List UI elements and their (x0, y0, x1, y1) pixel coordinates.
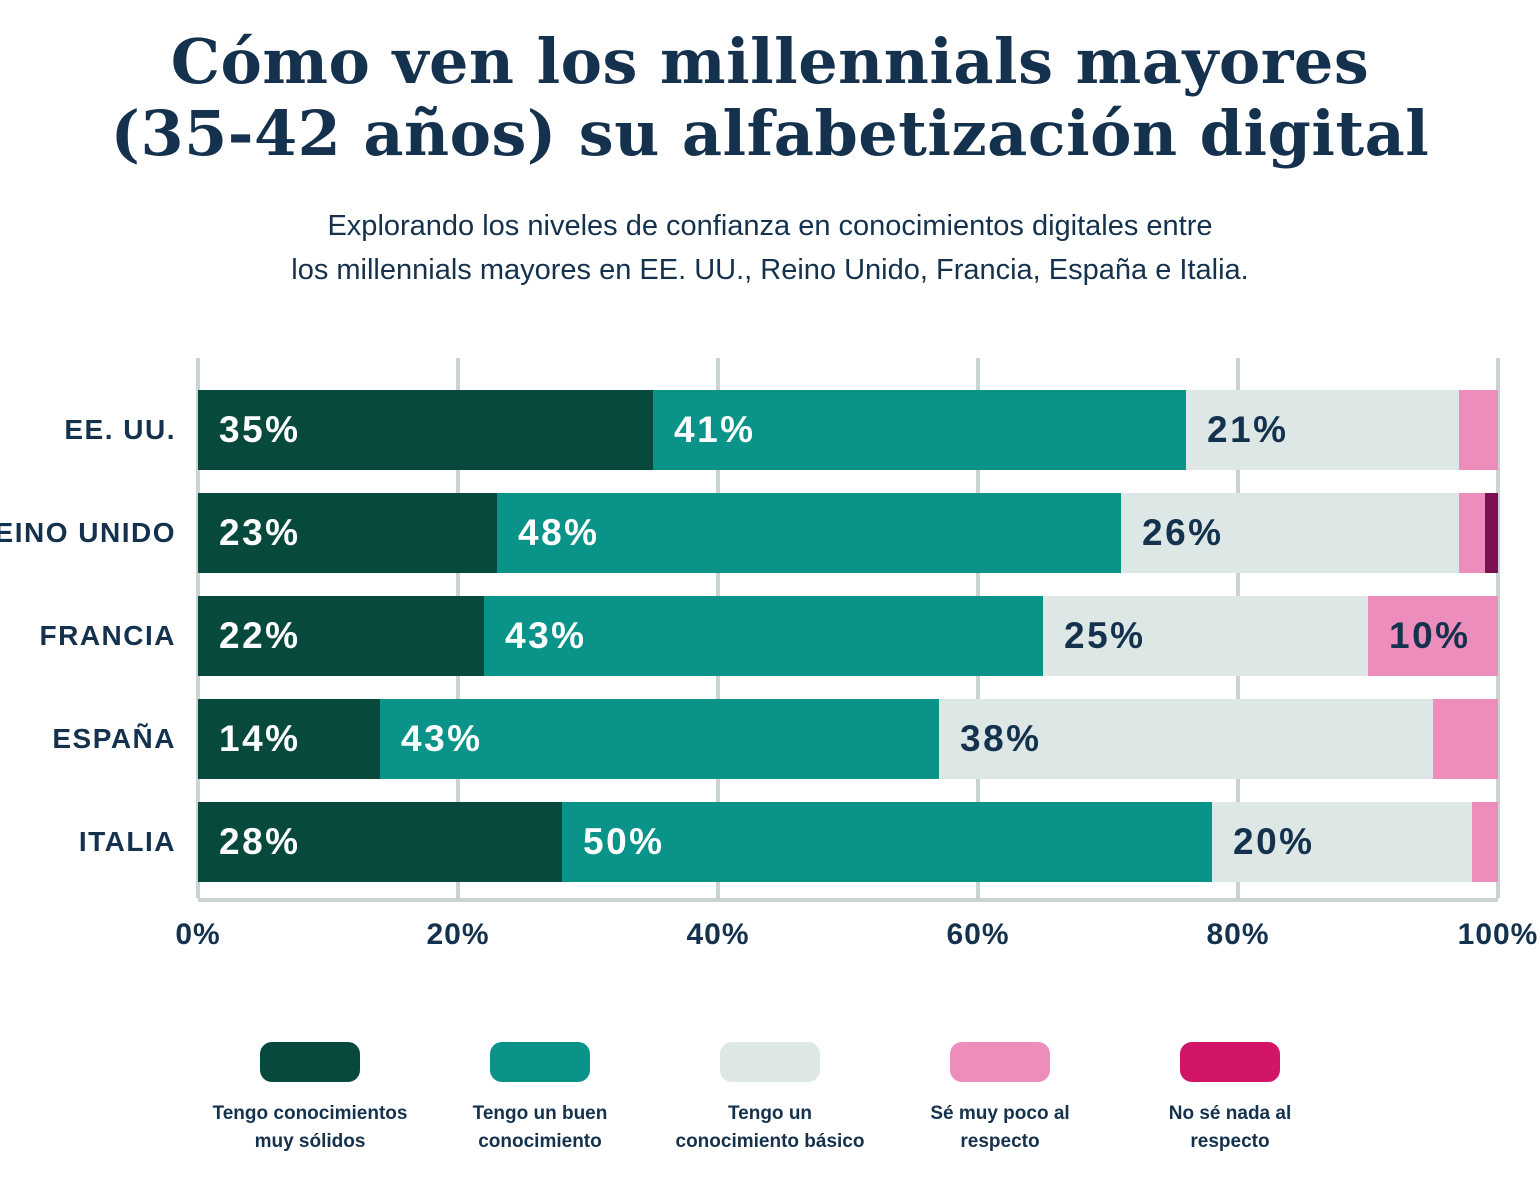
segment-value-label: 43% (401, 717, 483, 759)
segment-value-label: 43% (505, 614, 587, 656)
legend-label: Sé muy poco al respecto (930, 1102, 1070, 1152)
bar-segment (1485, 492, 1498, 573)
subtitle-line-2: los millennials mayores en EE. UU., Rein… (291, 253, 1249, 286)
stacked-bar: 23% 48% 26% (198, 492, 1498, 573)
stacked-bar: 28% 50% 20% (198, 801, 1498, 882)
segment-value-label: 25% (1064, 614, 1146, 656)
legend-label: Tengo un buen conocimiento (472, 1102, 608, 1152)
bar-rows: EE. UU. 35% 41% 21% REINO UNIDO 23% 48% 26% FRAN… (0, 389, 1498, 882)
bar-row: ESPAÑA 14% 43% 38% (52, 698, 1498, 779)
axis-tick-label: 0% (175, 917, 221, 951)
legend-label: Tengo un conocimiento básico (675, 1102, 865, 1152)
bar-segment (1459, 389, 1498, 470)
stacked-bar: 35% 41% 21% (198, 389, 1498, 470)
segment-value-label: 48% (518, 511, 600, 553)
bar-segment: 41% (653, 389, 1186, 470)
row-label: REINO UNIDO (0, 516, 176, 548)
segment-value-label: 41% (674, 408, 756, 450)
legend-swatch (490, 1041, 590, 1082)
legend: Tengo conocimientos muy sólidos Tengo un b… (195, 1041, 1345, 1155)
title-line-1: Cómo ven los millennials mayores (170, 25, 1370, 98)
legend-label: Tengo conocimientos muy sólidos (212, 1102, 408, 1152)
segment-value-label: 26% (1142, 511, 1224, 553)
segment-value-label: 35% (219, 408, 301, 450)
axis-tick-label: 40% (686, 917, 750, 951)
bar-row: REINO UNIDO 23% 48% 26% (0, 492, 1498, 573)
page-subtitle: Explorando los niveles de confianza en c… (40, 204, 1500, 292)
row-label: ITALIA (78, 825, 176, 857)
segment-value-label: 14% (219, 717, 301, 759)
segment-value-label: 23% (219, 511, 301, 553)
bar-segment: 28% (198, 801, 562, 882)
bar-segment: 35% (198, 389, 653, 470)
page-title: Cómo ven los millennials mayores (35-42 a… (40, 26, 1500, 170)
bar-segment: 43% (380, 698, 939, 779)
gridline (1496, 357, 1500, 898)
bar-segment: 23% (198, 492, 497, 573)
legend-item: Tengo conocimientos muy sólidos (195, 1041, 425, 1155)
stacked-bar: 22% 43% 25% 10% (198, 595, 1498, 676)
row-label: EE. UU. (64, 413, 176, 445)
bar-segment: 50% (562, 801, 1212, 882)
row-label: FRANCIA (39, 619, 176, 651)
legend-item: Sé muy poco al respecto (885, 1041, 1115, 1155)
segment-value-label: 21% (1207, 408, 1289, 450)
bar-segment (1433, 698, 1498, 779)
legend-item: Tengo un buen conocimiento (425, 1041, 655, 1155)
segment-value-label: 28% (219, 820, 301, 862)
x-axis: 0% 20% 40% 60% 80% 100% (175, 902, 1537, 958)
segment-value-label: 20% (1233, 820, 1315, 862)
segment-value-label: 50% (583, 820, 665, 862)
subtitle-line-1: Explorando los niveles de confianza en c… (327, 209, 1213, 242)
bar-segment: 20% (1212, 801, 1472, 882)
legend-swatch (1180, 1041, 1280, 1082)
bar-row: EE. UU. 35% 41% 21% (64, 389, 1498, 470)
bar-row: ITALIA 28% 50% 20% (79, 801, 1498, 882)
axis-tick-label: 20% (426, 917, 490, 951)
stacked-bar: 14% 43% 38% (198, 698, 1498, 779)
axis-tick-label: 60% (946, 917, 1010, 951)
digital-literacy-infographic: Cómo ven los millennials mayores (35-42 a… (0, 26, 1540, 1204)
title-line-2: (35-42 años) su alfabetización digital (110, 96, 1430, 170)
bar-segment: 10% (1368, 595, 1498, 676)
bar-segment (1472, 801, 1498, 882)
legend-swatch (950, 1041, 1050, 1082)
bar-segment: 22% (198, 595, 484, 676)
bar-segment: 21% (1186, 389, 1459, 470)
legend-label: No sé nada al respecto (1168, 1102, 1292, 1152)
bar-segment: 48% (497, 492, 1121, 573)
plot-area: EE. UU. 35% 41% 21% REINO UNIDO 23% 48% 26% FRAN… (0, 357, 1500, 902)
legend-item: Tengo un conocimiento básico (655, 1041, 885, 1155)
stacked-bar-chart: EE. UU. 35% 41% 21% REINO UNIDO 23% 48% 26% FRAN… (0, 357, 1537, 958)
segment-value-label: 22% (219, 614, 301, 656)
bar-segment: 26% (1121, 492, 1459, 573)
bar-segment (1459, 492, 1485, 573)
bar-segment: 14% (198, 698, 380, 779)
axis-tick-label: 100% (1457, 917, 1539, 951)
legend-swatch (260, 1041, 360, 1082)
row-label: ESPAÑA (52, 722, 176, 754)
segment-value-label: 10% (1389, 614, 1471, 656)
segment-value-label: 38% (960, 717, 1042, 759)
bar-row: FRANCIA 22% 43% 25% 10% (40, 595, 1498, 676)
bar-segment: 25% (1043, 595, 1368, 676)
bar-segment: 38% (939, 698, 1433, 779)
legend-swatch (720, 1041, 820, 1082)
legend-item: No sé nada al respecto (1115, 1041, 1345, 1155)
axis-tick-label: 80% (1206, 917, 1270, 951)
bar-segment: 43% (484, 595, 1043, 676)
